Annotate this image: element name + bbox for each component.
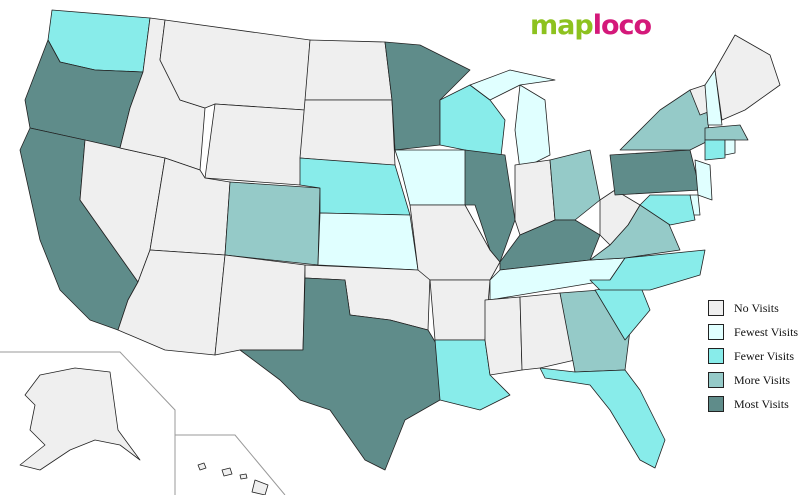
- legend-swatch: [708, 348, 724, 364]
- logo-text-loco: loco: [592, 10, 652, 41]
- hawaii-inset-border: [175, 434, 286, 495]
- state-michigan[interactable]: [514, 84, 551, 171]
- logo-text-map: map: [530, 10, 594, 41]
- state-alabama[interactable]: [519, 292, 576, 371]
- state-hawaii[interactable]: [197, 462, 269, 495]
- state-iowa[interactable]: [394, 149, 476, 206]
- state-mississippi[interactable]: [484, 296, 523, 376]
- state-north-carolina[interactable]: [589, 249, 706, 291]
- state-connecticut[interactable]: [704, 139, 726, 161]
- legend-label: More Visits: [734, 372, 791, 387]
- state-florida[interactable]: [539, 367, 666, 469]
- state-pennsylvania[interactable]: [609, 149, 701, 196]
- legend-label: Most Visits: [734, 396, 789, 411]
- state-kansas[interactable]: [317, 212, 419, 271]
- state-arkansas[interactable]: [429, 279, 491, 341]
- legend-swatch: [708, 372, 724, 388]
- maploco-logo: maploco: [530, 10, 652, 41]
- state-new-mexico[interactable]: [214, 254, 306, 356]
- legend-label: Fewest Visits: [734, 324, 799, 339]
- state-new-jersey[interactable]: [694, 159, 713, 201]
- state-north-dakota[interactable]: [304, 39, 393, 101]
- legend-item-more: More Visits: [708, 368, 798, 392]
- legend-label: No Visits: [734, 300, 779, 315]
- state-montana[interactable]: [159, 19, 311, 111]
- legend-item-most: Most Visits: [708, 392, 798, 416]
- alaska-inset-border: [0, 351, 176, 495]
- state-michigan-upper[interactable]: [469, 69, 556, 101]
- state-maine[interactable]: [714, 34, 781, 121]
- legend: No Visits Fewest Visits Fewer Visits Mor…: [708, 296, 798, 416]
- state-colorado[interactable]: [224, 181, 321, 266]
- state-wyoming[interactable]: [204, 103, 306, 186]
- legend-swatch: [708, 324, 724, 340]
- legend-swatch: [708, 300, 724, 316]
- state-maryland[interactable]: [639, 194, 696, 226]
- state-new-hampshire[interactable]: [704, 69, 723, 126]
- state-ohio[interactable]: [549, 149, 601, 221]
- legend-item-fewer: Fewer Visits: [708, 344, 798, 368]
- state-south-dakota[interactable]: [299, 99, 396, 166]
- state-massachusetts[interactable]: [704, 124, 749, 141]
- state-missouri[interactable]: [409, 204, 501, 281]
- state-rhode-island[interactable]: [724, 139, 736, 156]
- legend-item-fewest: Fewest Visits: [708, 320, 798, 344]
- legend-item-none: No Visits: [708, 296, 798, 320]
- state-illinois[interactable]: [464, 149, 516, 263]
- legend-swatch: [708, 396, 724, 412]
- state-texas[interactable]: [239, 277, 441, 471]
- state-alaska[interactable]: [19, 367, 141, 471]
- legend-label: Fewer Visits: [734, 348, 795, 363]
